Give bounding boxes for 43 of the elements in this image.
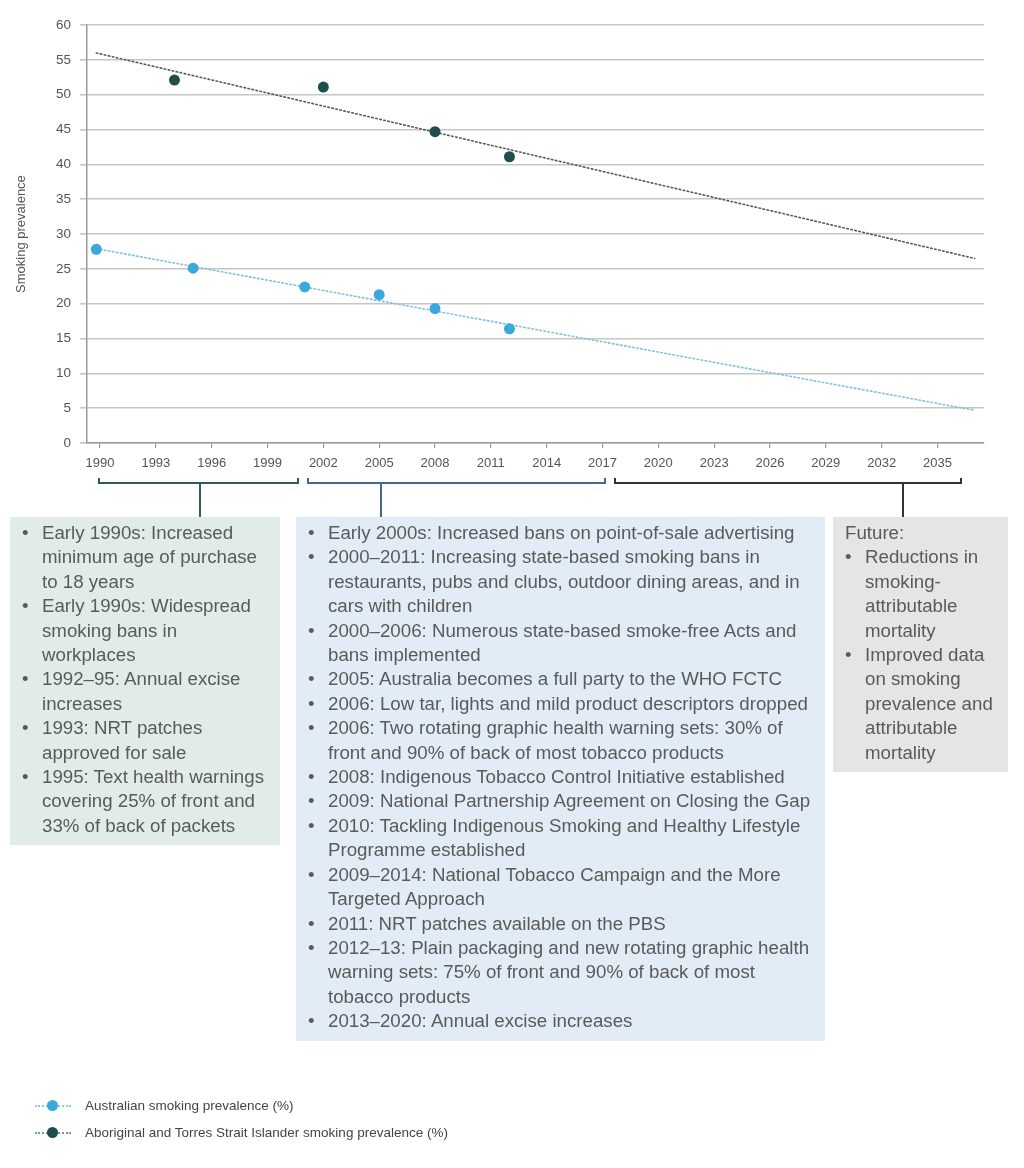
y-tick-label: 55 (55, 51, 71, 67)
y-axis-title: Smoking prevalence (13, 175, 29, 293)
point (503, 323, 515, 335)
y-tick-label: 10 (55, 365, 71, 381)
x-tick-label: 2014 (532, 455, 562, 471)
x-tick-label: 2035 (923, 455, 952, 471)
x-tick-label: 2005 (364, 455, 394, 471)
y-tick-label: 20 (55, 295, 71, 311)
y-tick-label: 40 (55, 156, 71, 172)
x-tick-label: 2002 (308, 455, 338, 471)
point (90, 243, 102, 255)
y-tick-label: 45 (55, 121, 71, 137)
point (373, 289, 385, 301)
y-tick-label: 35 (55, 190, 71, 206)
x-tick-label: 1990 (85, 455, 115, 471)
x-tick-label: 2032 (867, 455, 897, 471)
legend-label: Australian smoking prevalence (%) (85, 1098, 294, 1113)
point (187, 262, 199, 274)
y-tick-label: 60 (55, 16, 71, 32)
x-tick-label: 2008 (420, 455, 450, 471)
y-tick-label: 5 (63, 399, 71, 415)
text: Future: • Reductions in smoking-attributable mortality • Improved data on smoking prevalence and attributable mortality (845, 522, 993, 763)
point (429, 126, 441, 138)
y-tick-label: 25 (55, 260, 71, 276)
y-tick-label: 0 (63, 434, 71, 450)
point (299, 281, 311, 293)
x-tick-label: 1996 (197, 455, 227, 471)
x-tick-label: 1993 (141, 455, 171, 471)
y-tick-label: 15 (55, 330, 71, 346)
point (429, 303, 441, 315)
x-tick-label: 2029 (811, 455, 841, 471)
y-tick-label: 30 (55, 225, 71, 241)
x-tick-label: 1999 (253, 455, 282, 471)
x-tick-label: 2023 (699, 455, 729, 471)
x-tick-label: 2026 (755, 455, 785, 471)
x-tick-label: 2011 (476, 455, 505, 471)
y-tick-label: 50 (55, 86, 71, 102)
legend-label: Aboriginal and Torres Strait Islander smoking prevalence (%) (85, 1125, 448, 1140)
x-tick-label: 2017 (588, 455, 617, 471)
point (168, 74, 180, 86)
point (503, 151, 515, 163)
x-tick-label: 2020 (643, 455, 673, 471)
point (317, 81, 329, 93)
